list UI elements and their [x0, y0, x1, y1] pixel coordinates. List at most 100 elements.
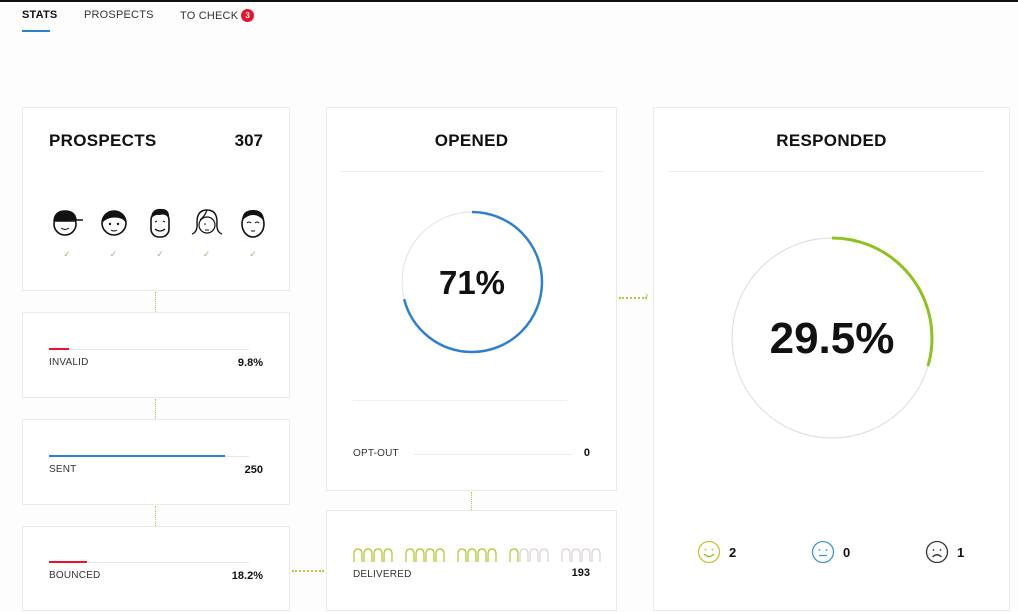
person-icon — [415, 548, 425, 562]
tab-stats-label: STATS — [22, 9, 58, 21]
person-icon — [467, 548, 477, 562]
invalid-card: INVALID 9.8% — [22, 312, 290, 398]
responded-card: RESPONDED 29.5% 2 0 1 — [653, 107, 1010, 611]
person-icon — [529, 548, 539, 562]
optout-bar-track — [413, 454, 573, 455]
connector-prospects-invalid — [155, 292, 156, 312]
person-icon — [487, 548, 497, 562]
connector-sent-bounced — [155, 506, 156, 526]
people-group — [561, 548, 601, 562]
check-icon: ✓ — [156, 249, 164, 259]
tab-to-check-label: TO CHECK — [180, 10, 239, 22]
person-icon — [591, 548, 601, 562]
boy-cap-avatar[interactable]: ✓ — [49, 204, 85, 264]
person-icon — [405, 548, 415, 562]
person-icon — [509, 548, 519, 562]
responded-divider — [668, 171, 984, 172]
top-border — [0, 0, 1018, 2]
person-icon — [561, 548, 571, 562]
delivered-people-chart — [353, 548, 601, 562]
opened-progress-ring — [400, 210, 544, 354]
delivered-card: DELIVERED 193 — [326, 510, 617, 611]
bounced-value: 18.2% — [231, 570, 263, 582]
people-group — [457, 548, 497, 562]
connector-opened-delivered — [471, 492, 472, 510]
girl-bob-avatar[interactable]: ✓ — [96, 204, 132, 264]
sent-label: SENT — [49, 464, 77, 475]
sent-value: 250 — [244, 464, 263, 476]
people-group — [353, 548, 393, 562]
sentiment-negative[interactable]: 1 — [925, 540, 964, 564]
bounced-label: BOUNCED — [49, 570, 101, 581]
person-icon — [383, 548, 393, 562]
people-group — [405, 548, 445, 562]
invalid-label: INVALID — [49, 357, 89, 368]
person-icon — [353, 548, 363, 562]
man-quiff-avatar-icon — [150, 208, 170, 238]
responded-progress-ring — [730, 236, 934, 440]
responded-title: RESPONDED — [776, 131, 887, 150]
responded-percent: 29.5% — [769, 314, 895, 363]
person-icon — [363, 548, 373, 562]
invalid-bar — [49, 348, 69, 350]
bounced-bar-track — [49, 562, 249, 563]
person-icon — [571, 548, 581, 562]
sent-bar — [49, 455, 225, 457]
bounced-bar — [49, 561, 87, 563]
man-quiff-avatar[interactable]: ✓ — [142, 204, 178, 264]
woman-long-hair-avatar-icon — [191, 209, 222, 235]
person-icon — [539, 548, 549, 562]
sentiment-neutral[interactable]: 0 — [811, 540, 850, 564]
boy-cap-avatar-icon — [53, 210, 83, 236]
delivered-label: DELIVERED — [353, 569, 412, 580]
person-icon — [435, 548, 445, 562]
check-icon: ✓ — [249, 249, 257, 259]
neutral-face-icon — [811, 540, 835, 564]
check-icon: ✓ — [109, 249, 118, 259]
invalid-bar-track — [49, 349, 249, 350]
bounced-card: BOUNCED 18.2% — [22, 526, 290, 611]
delivered-value: 193 — [571, 567, 590, 579]
connector-bounced-delivered — [292, 570, 324, 572]
prospects-count: 307 — [234, 131, 263, 150]
person-icon — [581, 548, 591, 562]
opened-divider — [341, 171, 603, 172]
faded-bar-track — [353, 400, 567, 401]
man-short-hair-avatar[interactable]: ✓ — [235, 204, 271, 264]
person-icon — [425, 548, 435, 562]
sent-card: SENT 250 — [22, 419, 290, 505]
prospects-card: PROSPECTS 307 ✓ ✓ ✓ ✓ ✓ — [22, 107, 290, 291]
happy-face-icon — [697, 540, 721, 564]
check-icon: ✓ — [63, 249, 71, 259]
tab-stats[interactable]: STATS — [22, 9, 57, 21]
sentiment-breakdown: 2 0 1 — [654, 540, 1010, 570]
person-icon — [477, 548, 487, 562]
woman-long-hair-avatar[interactable]: ✓ — [189, 204, 225, 264]
invalid-value: 9.8% — [237, 357, 263, 369]
person-icon — [519, 548, 529, 562]
tab-prospects[interactable]: PROSPECTS — [84, 9, 154, 21]
connector-arrow-icon: › — [645, 290, 649, 301]
sentiment-positive[interactable]: 2 — [697, 540, 736, 564]
optout-label: OPT-OUT — [353, 448, 399, 459]
connector-opened-responded — [619, 297, 647, 299]
prospect-avatars: ✓ ✓ ✓ ✓ ✓ — [49, 204, 271, 264]
to-check-count-badge: 3 — [241, 9, 255, 22]
people-group — [509, 548, 549, 562]
girl-bob-avatar-icon — [100, 210, 127, 236]
sad-face-icon — [925, 540, 949, 564]
neutral-count: 0 — [843, 544, 851, 560]
man-short-hair-avatar-icon — [241, 210, 265, 238]
positive-count: 2 — [729, 544, 737, 560]
opened-card: OPENED 71% OPT-OUT 0 — [326, 107, 617, 491]
tab-bar: STATS PROSPECTS TO CHECK 3 — [0, 2, 1018, 36]
optout-value: 0 — [583, 447, 590, 459]
tab-to-check[interactable]: TO CHECK 3 — [180, 9, 255, 22]
negative-count: 1 — [957, 544, 965, 560]
opened-percent: 71% — [438, 264, 506, 301]
person-icon — [373, 548, 383, 562]
tab-prospects-label: PROSPECTS — [84, 9, 154, 21]
prospects-title: PROSPECTS — [49, 131, 157, 150]
active-tab-indicator — [22, 30, 50, 32]
opened-title: OPENED — [434, 131, 509, 150]
